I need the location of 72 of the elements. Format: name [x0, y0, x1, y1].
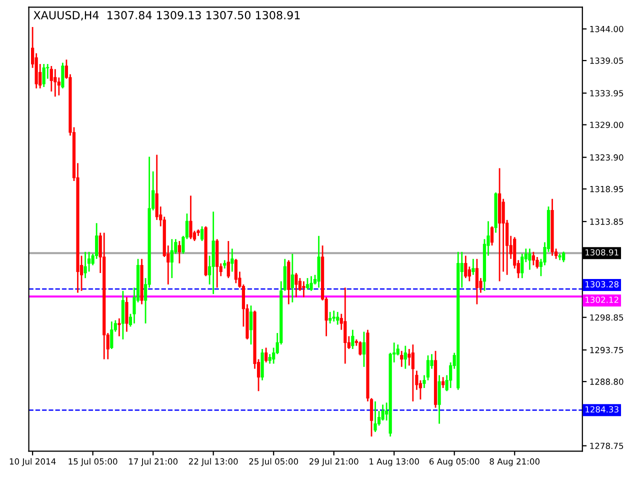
candlestick	[230, 248, 234, 272]
candlestick	[125, 296, 128, 332]
candlestick	[438, 374, 441, 424]
candlestick	[200, 226, 204, 242]
candlestick	[328, 311, 332, 324]
ref-line-label: 1284.33	[586, 406, 618, 413]
x-tick-label: 17 Jul 21:00	[129, 458, 178, 466]
candlestick	[42, 63, 46, 88]
candlestick	[374, 400, 377, 433]
x-tick-label: 22 Jul 13:00	[188, 458, 238, 466]
ref-line-label: 1303.28	[586, 281, 619, 288]
x-tick-label: 1 Aug 13:00	[370, 458, 419, 466]
candlestick	[532, 251, 535, 266]
y-tick-label: 1329.00	[590, 122, 624, 128]
candlestick	[336, 311, 340, 326]
candlestick	[306, 277, 310, 290]
y-tick-label: 1293.75	[590, 346, 624, 354]
candlestick	[294, 272, 298, 298]
candlestick	[404, 345, 407, 370]
candlestick	[562, 250, 566, 263]
candlestick	[234, 258, 238, 284]
y-tick-label: 1313.85	[590, 218, 624, 225]
candlestick	[344, 286, 347, 364]
y-tick-label: 1339.05	[590, 58, 624, 64]
candlestick	[351, 329, 354, 350]
candlestick	[411, 344, 414, 402]
candlestick	[400, 350, 404, 368]
candlestick	[61, 62, 64, 90]
candlestick	[464, 255, 468, 279]
candlestick	[178, 240, 181, 264]
x-tick-label: 6 Aug 05:00	[429, 458, 480, 466]
x-tick-label: 15 Jul 05:00	[68, 458, 118, 466]
candlestick	[226, 240, 230, 279]
ref-line-label: 1308.91	[586, 249, 618, 256]
candlestick	[468, 266, 471, 282]
y-tick-label: 1288.80	[590, 378, 624, 385]
candlestick	[50, 65, 53, 92]
y-tick-label: 1298.85	[590, 314, 624, 321]
candlestick	[249, 304, 253, 346]
candlestick	[310, 275, 313, 292]
candlestick	[264, 347, 268, 364]
y-tick-label: 1318.95	[590, 186, 624, 192]
candlestick	[121, 290, 125, 340]
candlestick	[302, 280, 306, 298]
candlestick	[189, 194, 192, 240]
y-tick-label: 1344.00	[590, 26, 624, 32]
candlestick	[408, 348, 411, 366]
candlestick	[110, 320, 114, 350]
candlestick	[362, 331, 366, 368]
candlestick	[381, 404, 384, 422]
candlestick	[536, 256, 539, 270]
candlestick	[358, 340, 362, 356]
candlestick	[84, 251, 87, 279]
chart-title: XAUUSD,H4 1307.84 1309.13 1307.50 1308.91	[34, 10, 300, 20]
x-tick-label: 10 Jul 2014	[10, 458, 56, 466]
candlestick	[442, 376, 445, 389]
candlestick	[475, 258, 479, 305]
x-tick-label: 8 Aug 21:00	[490, 458, 540, 466]
candlestick	[290, 253, 294, 304]
x-tick-label: 29 Jul 21:00	[309, 458, 358, 466]
candlestick	[54, 68, 57, 98]
candlestick	[332, 310, 336, 322]
x-tick-label: 25 Jul 05:00	[249, 458, 298, 466]
ref-line-label: 1302.12	[586, 296, 618, 303]
y-tick-label: 1278.75	[590, 442, 624, 450]
candlestick	[170, 238, 174, 279]
candlestick	[490, 226, 494, 246]
y-tick-label: 1323.90	[590, 154, 624, 161]
candlestick	[528, 248, 532, 270]
candlestick	[118, 318, 121, 337]
candlestick	[472, 258, 475, 276]
y-tick-label: 1333.95	[590, 90, 624, 96]
